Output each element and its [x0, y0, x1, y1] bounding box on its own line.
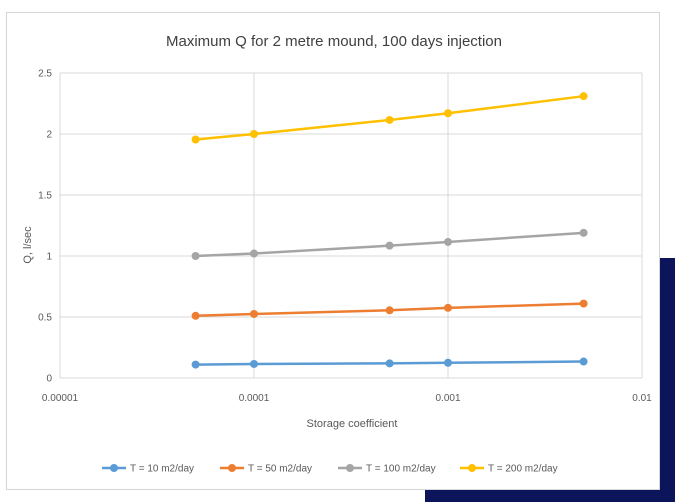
data-point	[250, 249, 258, 258]
x-tick-label: 0.01	[632, 393, 652, 404]
series-t-50-m2-day	[191, 299, 588, 320]
data-point	[444, 303, 452, 312]
legend-item: T = 200 m2/day	[460, 464, 558, 475]
data-point	[444, 358, 452, 367]
data-point	[385, 306, 394, 315]
data-point	[385, 115, 394, 124]
y-tick-label: 2.5	[38, 69, 52, 80]
legend-label: T = 100 m2/day	[366, 464, 436, 475]
x-tick-label: 0.0001	[239, 393, 270, 404]
data-point	[191, 252, 200, 260]
data-point	[250, 130, 258, 138]
x-axis-label: Storage coefficient	[307, 418, 398, 430]
legend-swatch-marker	[110, 464, 118, 472]
data-point	[385, 359, 394, 368]
legend-swatch-marker	[346, 464, 354, 472]
data-point	[385, 241, 394, 250]
y-tick-label: 1	[46, 252, 52, 263]
legend-swatch-marker	[228, 464, 236, 472]
data-point	[191, 311, 200, 320]
series-t-200-m2-day	[191, 92, 588, 144]
x-tick-label: 0.001	[435, 393, 460, 404]
data-point	[444, 237, 452, 246]
gridlines	[59, 72, 643, 379]
data-point	[579, 228, 588, 237]
legend-item: T = 100 m2/day	[338, 464, 436, 475]
data-point	[191, 135, 200, 144]
legend-swatch-marker	[468, 464, 476, 472]
y-tick-label: 0	[46, 374, 52, 385]
y-tick-label: 1.5	[38, 191, 52, 202]
chart-title: Maximum Q for 2 metre mound, 100 days in…	[166, 33, 502, 50]
legend-label: T = 200 m2/day	[488, 464, 558, 475]
y-tick-label: 2	[46, 130, 52, 141]
data-point	[250, 309, 258, 318]
data-point	[444, 109, 452, 118]
y-tick-label: 0.5	[38, 313, 52, 324]
legend-label: T = 10 m2/day	[130, 464, 194, 475]
legend-item: T = 10 m2/day	[102, 464, 194, 475]
y-axis-label: Q, l/sec	[22, 226, 34, 264]
data-point	[250, 359, 258, 368]
x-tick-label: 0.00001	[42, 393, 79, 404]
series-t-10-m2-day	[191, 357, 588, 369]
legend: T = 10 m2/day T = 50 m2/day T = 100 m2/day…	[102, 464, 558, 475]
legend-label: T = 50 m2/day	[248, 464, 312, 475]
data-point	[191, 360, 200, 369]
line-chart: Maximum Q for 2 metre mound, 100 days in…	[22, 33, 652, 475]
legend-item: T = 50 m2/day	[220, 464, 312, 475]
tick-labels: 0 0.5 1 1.5 2 2.5 0.00001 0.0001 0.001 0.01	[38, 69, 652, 405]
data-point	[579, 92, 588, 101]
data-point	[579, 299, 588, 308]
data-point	[579, 357, 588, 366]
chart-card: Maximum Q for 2 metre mound, 100 days in…	[6, 12, 660, 490]
series-lines	[191, 92, 588, 369]
series-t-100-m2-day	[191, 228, 588, 260]
